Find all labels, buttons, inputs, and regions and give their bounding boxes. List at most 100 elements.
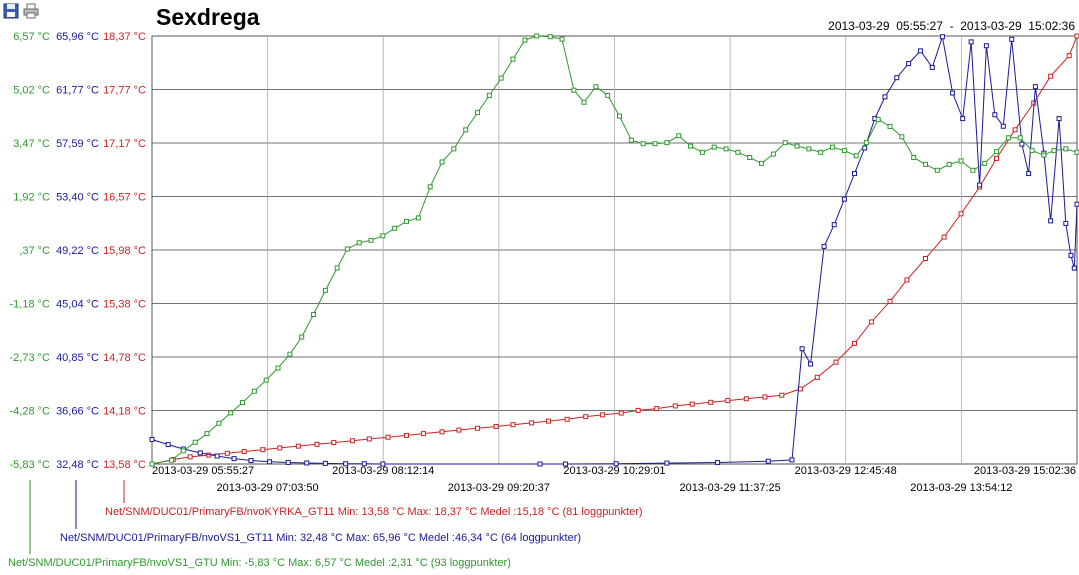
data-point — [863, 140, 869, 146]
y-tick-label: -4,28 °C — [10, 406, 51, 418]
data-point — [875, 117, 881, 123]
data-point — [529, 420, 535, 426]
data-point — [187, 454, 193, 460]
data-point — [285, 459, 291, 465]
x-tick-label: 2013-03-29 15:02:36 — [974, 465, 1076, 477]
data-point — [941, 234, 947, 240]
data-point — [814, 374, 820, 380]
data-point — [547, 34, 553, 40]
data-point — [699, 149, 705, 155]
data-point — [911, 154, 917, 160]
data-point — [664, 140, 670, 146]
legend: Net/SNM/DUC01/PrimaryFB/nvoKYRKA_GT11 Mi… — [8, 480, 643, 569]
data-point — [899, 134, 905, 140]
data-point — [640, 141, 646, 147]
data-point — [564, 416, 570, 422]
legend-entry: Net/SNM/DUC01/PrimaryFB/nvoVS1_GT11 Min:… — [60, 532, 581, 544]
data-point — [356, 240, 362, 246]
data-point — [708, 399, 714, 405]
data-point — [759, 160, 765, 166]
legend-entry: Net/SNM/DUC01/PrimaryFB/nvoVS1_GTU Min: … — [8, 557, 511, 569]
y-tick-label: 3,47 °C — [13, 138, 50, 150]
data-point — [960, 116, 966, 122]
data-point — [743, 396, 749, 402]
data-point — [385, 434, 391, 440]
data-point — [311, 312, 317, 318]
data-point — [559, 36, 565, 42]
data-point — [1051, 148, 1057, 154]
y-tick-label: 15,38 °C — [103, 299, 146, 311]
x-axis: 2013-03-29 05:55:27 2013-03-29 07:03:50 20… — [152, 465, 1076, 494]
series-group — [149, 33, 1079, 467]
data-point — [343, 461, 349, 467]
series-0 — [149, 33, 1079, 467]
data-point — [1000, 123, 1006, 129]
data-point — [522, 37, 528, 43]
data-point — [672, 403, 678, 409]
data-point — [958, 158, 964, 164]
data-point — [992, 112, 998, 118]
data-point — [165, 442, 171, 448]
y-tick-label: 17,17 °C — [103, 138, 146, 150]
data-point — [251, 388, 257, 394]
data-point — [762, 394, 768, 400]
data-point — [214, 453, 220, 459]
data-point — [361, 461, 367, 467]
data-point — [192, 439, 198, 445]
data-point — [334, 265, 340, 271]
y-tick-label: 13,58 °C — [103, 459, 146, 471]
data-point — [1056, 116, 1062, 122]
data-point — [275, 365, 281, 371]
data-point — [380, 233, 386, 239]
data-point — [770, 151, 776, 157]
data-point — [934, 167, 940, 173]
data-point — [510, 422, 516, 428]
data-point — [958, 211, 964, 217]
data-point — [475, 425, 481, 431]
data-point — [818, 149, 824, 155]
data-point — [392, 225, 398, 231]
data-point — [852, 171, 858, 177]
data-point — [600, 412, 606, 418]
y-tick-label: ,37 °C — [19, 245, 50, 257]
data-point — [344, 246, 350, 252]
data-point — [1074, 33, 1079, 39]
y-tick-label: 6,57 °C — [13, 31, 50, 43]
legend-entry: Net/SNM/DUC01/PrimaryFB/nvoKYRKA_GT11 Mi… — [105, 506, 643, 518]
data-point — [451, 146, 457, 152]
data-point — [923, 255, 929, 261]
data-point — [723, 146, 729, 152]
data-point — [439, 429, 445, 435]
y-tick-label: 36,66 °C — [56, 406, 99, 418]
data-point — [1041, 152, 1047, 158]
data-point — [1063, 146, 1069, 152]
data-point — [1068, 252, 1074, 258]
data-point — [808, 361, 814, 367]
print-icon[interactable] — [23, 3, 39, 19]
data-point — [322, 287, 328, 293]
data-point — [322, 460, 328, 466]
data-point — [216, 420, 222, 426]
data-point — [853, 153, 859, 159]
data-point — [917, 48, 923, 54]
data-point — [747, 154, 753, 160]
data-point — [852, 340, 858, 346]
data-point — [605, 92, 611, 98]
data-point — [534, 33, 540, 39]
data-point — [1026, 171, 1032, 177]
x-tick-label: 2013-03-29 09:20:37 — [448, 482, 550, 494]
data-point — [794, 143, 800, 149]
data-point — [715, 459, 721, 465]
data-point — [983, 43, 989, 49]
data-point — [510, 56, 516, 62]
data-point — [1019, 141, 1025, 147]
data-point — [486, 92, 492, 98]
data-point — [635, 407, 641, 413]
save-icon[interactable] — [3, 3, 19, 19]
y-tick-label: 14,18 °C — [103, 406, 146, 418]
data-point — [537, 461, 543, 467]
y-tick-label: 49,22 °C — [56, 245, 99, 257]
data-point — [735, 149, 741, 155]
data-point — [277, 445, 283, 451]
y-tick-label: 16,57 °C — [103, 192, 146, 204]
